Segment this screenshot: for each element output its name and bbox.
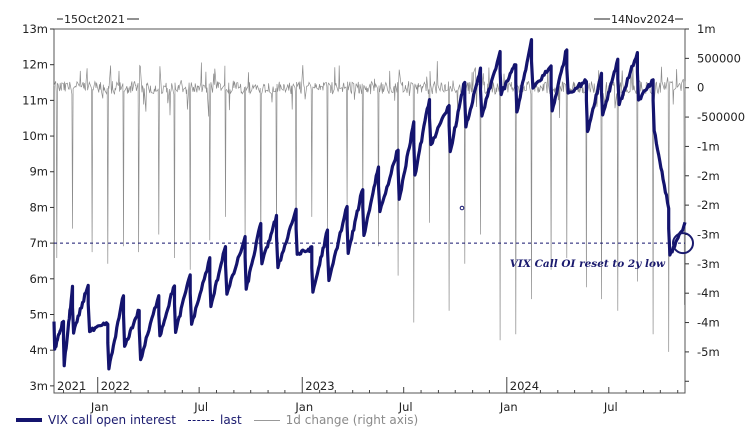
left-tick-label: 4m xyxy=(29,343,48,357)
x-axis: Jan Jul Jan Jul Jan Jul 2021 2022 2023 2024 xyxy=(57,377,679,414)
date-range-end: 14Nov2024 xyxy=(594,13,683,26)
left-tick-label: 5m xyxy=(29,307,48,321)
oi-line xyxy=(52,37,687,371)
year-label: 2024 xyxy=(510,379,539,393)
date-range-start: 15Oct2021 xyxy=(57,13,139,26)
year-label: 2021 xyxy=(57,379,86,393)
legend-swatch-last xyxy=(188,419,215,421)
right-tick-label: -2m xyxy=(697,169,720,183)
series-vix-call-oi xyxy=(52,37,687,371)
right-tick-label: -4m xyxy=(697,286,720,300)
legend-swatch-change xyxy=(253,419,280,421)
date-range-start-label: 15Oct2021 xyxy=(64,13,125,26)
right-tick-label: -3m xyxy=(697,257,720,271)
legend-label-oi: VIX call open interest xyxy=(48,413,177,427)
month-tick-label: Jul xyxy=(398,400,413,414)
legend: VIX call open interest last 1d change (r… xyxy=(16,413,430,427)
right-tick-label: -1m xyxy=(697,139,720,153)
legend-item-change: 1d change (right axis) xyxy=(253,413,419,427)
year-label: 2022 xyxy=(101,379,130,393)
right-tick-label: 0 xyxy=(697,81,704,95)
right-tick-label: 500000 xyxy=(697,51,741,65)
annotation-text: VIX Call OI reset to 2y low xyxy=(510,258,666,270)
month-tick-label: Jan xyxy=(90,400,109,414)
left-tick-label: 7m xyxy=(29,236,48,250)
right-tick-label: -5m xyxy=(697,345,720,359)
legend-swatch-oi xyxy=(16,418,42,422)
left-tick-label: 13m xyxy=(22,22,48,36)
annotation-circle xyxy=(672,232,694,255)
right-tick-label: -4m xyxy=(697,316,720,330)
left-tick-label: 12m xyxy=(22,58,48,72)
series-1d-change xyxy=(53,61,686,352)
right-tick-label: -2m xyxy=(697,198,720,212)
month-tick-label: Jan xyxy=(294,400,313,414)
change-line xyxy=(53,61,686,352)
legend-item-last: last xyxy=(188,413,242,427)
left-tick-label: 10m xyxy=(22,129,48,143)
left-tick-label: 9m xyxy=(29,165,48,179)
outlier-marker xyxy=(459,205,465,211)
left-tick-label: 11m xyxy=(22,93,48,107)
annotations: VIX Call OI reset to 2y low xyxy=(459,205,694,270)
right-axis: 1m 500000 0 -500000 -1m -2m -2m -3m -3m -4m -4m -5m xyxy=(685,22,745,382)
month-tick-label: Jan xyxy=(499,400,518,414)
month-tick-label: Jul xyxy=(193,400,208,414)
left-axis: 3m 4m 5m 6m 7m 8m 9m 10m 11m 12m 13m xyxy=(22,22,54,393)
right-tick-label: 1m xyxy=(697,22,716,36)
legend-label-change: 1d change (right axis) xyxy=(285,413,419,427)
right-tick-label: -500000 xyxy=(697,110,745,124)
year-label: 2023 xyxy=(305,379,334,393)
left-tick-label: 6m xyxy=(29,272,48,286)
month-tick-label: Jul xyxy=(603,400,618,414)
legend-label-last: last xyxy=(220,413,242,427)
date-range-end-label: 14Nov2024 xyxy=(611,13,674,26)
right-tick-label: -3m xyxy=(697,227,720,241)
legend-item-oi: VIX call open interest xyxy=(16,413,176,427)
left-tick-label: 8m xyxy=(29,200,48,214)
left-tick-label: 3m xyxy=(29,379,48,393)
